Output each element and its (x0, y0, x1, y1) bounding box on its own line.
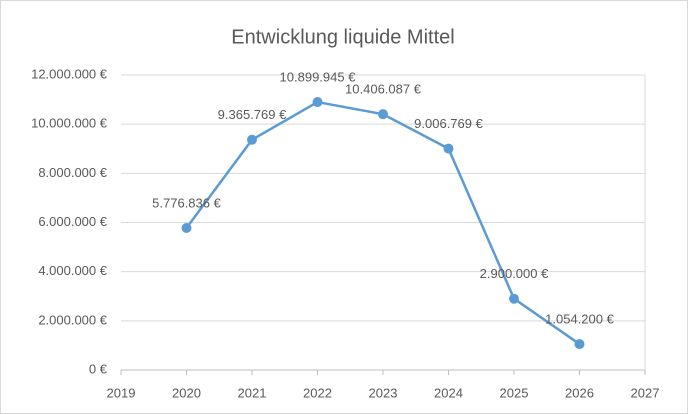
data-label: 2.900.000 € (480, 266, 549, 281)
data-point (509, 293, 519, 304)
y-tick-label: 6.000.000 € (38, 214, 107, 229)
x-tick-label: 2023 (369, 385, 398, 400)
data-label: 10.406.087 € (345, 82, 422, 97)
y-tick-label: 12.000.000 € (31, 66, 108, 81)
y-tick-label: 10.000.000 € (31, 116, 108, 131)
data-point (312, 97, 323, 108)
y-tick-label: 4.000.000 € (38, 263, 107, 278)
x-tick-label: 2025 (500, 385, 529, 400)
data-label: 5.776.836 € (152, 195, 221, 210)
data-point (247, 134, 257, 145)
x-tick-label: 2022 (303, 385, 332, 400)
x-tick-label: 2024 (434, 385, 463, 400)
data-label: 10.899.945 € (280, 69, 357, 84)
y-tick-label: 2.000.000 € (38, 312, 107, 327)
data-label: 9.006.769 € (414, 116, 483, 131)
data-point (574, 339, 585, 350)
chart-title: Entwicklung liquide Mittel (231, 26, 454, 48)
y-tick-label: 8.000.000 € (38, 165, 107, 180)
data-label: 9.365.769 € (218, 107, 287, 122)
data-label: 1.054.200 € (545, 312, 614, 327)
data-point (443, 143, 454, 154)
x-tick-label: 2020 (172, 385, 201, 400)
x-tick-label: 2027 (631, 385, 660, 400)
y-tick-label: 0 € (89, 361, 108, 376)
data-point (181, 222, 192, 233)
x-tick-label: 2026 (565, 385, 594, 400)
x-tick-label: 2019 (107, 385, 136, 400)
x-tick-label: 2021 (238, 385, 267, 400)
data-point (378, 109, 388, 120)
